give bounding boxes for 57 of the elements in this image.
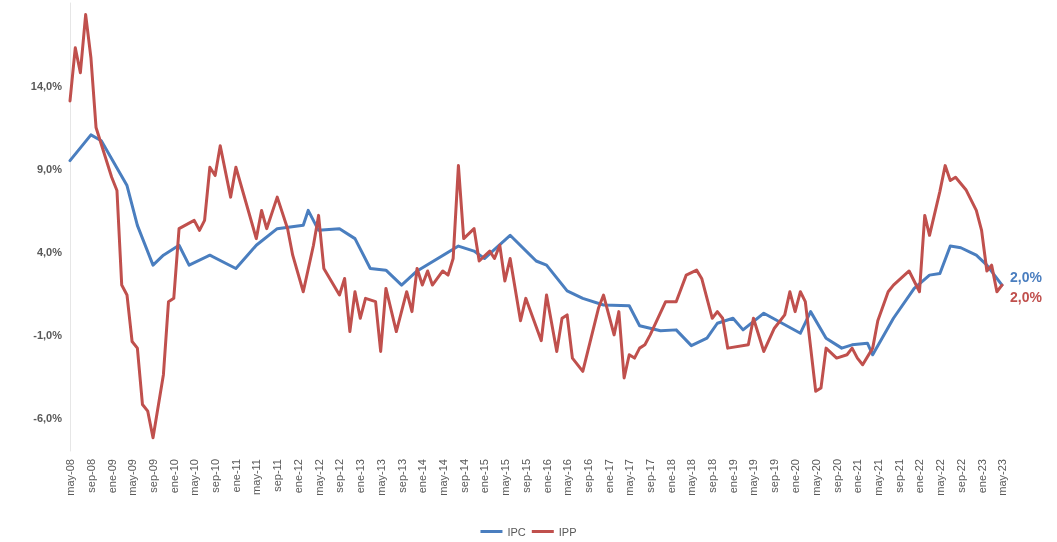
x-tick-label: may-21 bbox=[871, 459, 884, 496]
annotation: 2,0% bbox=[1010, 269, 1043, 286]
x-tick-label: ene-11 bbox=[229, 459, 242, 493]
y-tick-label: -1,0% bbox=[33, 328, 63, 341]
x-tick-label: ene-20 bbox=[789, 459, 802, 494]
x-tick-label: sep-16 bbox=[582, 459, 595, 493]
x-tick-label: may-09 bbox=[126, 459, 139, 496]
x-tick-label: sep-09 bbox=[147, 459, 160, 493]
x-tick-label: may-16 bbox=[561, 459, 574, 496]
x-tick-label: sep-17 bbox=[644, 459, 657, 493]
x-tick-label: may-10 bbox=[188, 459, 201, 496]
legend-label: IPC bbox=[507, 525, 526, 538]
x-tick-label: ene-09 bbox=[105, 459, 118, 494]
y-tick-label: 4,0% bbox=[36, 245, 63, 258]
x-tick-label: ene-10 bbox=[167, 459, 180, 494]
x-tick-label: ene-12 bbox=[291, 459, 304, 494]
x-tick-label: ene-16 bbox=[540, 459, 553, 494]
y-tick-label: -6,0% bbox=[33, 411, 63, 424]
legend-label: IPP bbox=[558, 525, 577, 538]
x-tick-label: may-13 bbox=[374, 459, 387, 496]
x-tick-label: ene-21 bbox=[851, 459, 864, 494]
x-tick-label: sep-15 bbox=[519, 459, 532, 493]
x-tick-label: sep-14 bbox=[457, 459, 470, 493]
x-tick-label: may-11 bbox=[250, 459, 263, 495]
annotation: 2,0% bbox=[1010, 289, 1043, 306]
y-tick-label: 9,0% bbox=[36, 162, 63, 175]
line-series bbox=[68, 133, 1004, 357]
x-tick-label: ene-15 bbox=[478, 459, 491, 494]
x-tick-label: may-17 bbox=[623, 459, 636, 496]
x-tick-label: sep-08 bbox=[84, 459, 97, 493]
x-tick-label: sep-21 bbox=[892, 459, 905, 493]
x-tick-label: sep-19 bbox=[768, 459, 781, 493]
y-tick-label: 14,0% bbox=[30, 79, 63, 92]
line-series bbox=[68, 13, 1004, 440]
x-tick-label: sep-12 bbox=[333, 459, 346, 493]
x-tick-label: sep-22 bbox=[954, 459, 967, 493]
x-tick-label: sep-13 bbox=[395, 459, 408, 493]
x-tick-label: ene-13 bbox=[354, 459, 367, 494]
x-tick-label: ene-19 bbox=[727, 459, 740, 494]
x-tick-label: ene-23 bbox=[975, 459, 988, 494]
x-tick-label: sep-11 bbox=[271, 459, 284, 492]
x-tick-label: may-23 bbox=[996, 459, 1008, 496]
x-tick-label: sep-20 bbox=[830, 459, 843, 493]
x-tick-label: may-08 bbox=[64, 459, 76, 496]
x-tick-label: ene-18 bbox=[664, 459, 677, 494]
x-tick-label: may-15 bbox=[498, 459, 511, 496]
x-tick-label: may-18 bbox=[685, 459, 698, 496]
x-tick-label: ene-17 bbox=[602, 459, 615, 494]
x-tick-label: sep-18 bbox=[706, 459, 719, 493]
x-tick-label: sep-10 bbox=[209, 459, 222, 493]
x-tick-label: may-22 bbox=[933, 459, 946, 496]
x-tick-label: may-19 bbox=[747, 459, 760, 496]
x-tick-label: ene-14 bbox=[416, 459, 429, 494]
x-tick-label: may-20 bbox=[809, 459, 822, 496]
x-tick-label: may-14 bbox=[436, 459, 449, 496]
x-tick-label: ene-22 bbox=[913, 459, 926, 494]
x-tick-label: may-12 bbox=[312, 459, 325, 496]
